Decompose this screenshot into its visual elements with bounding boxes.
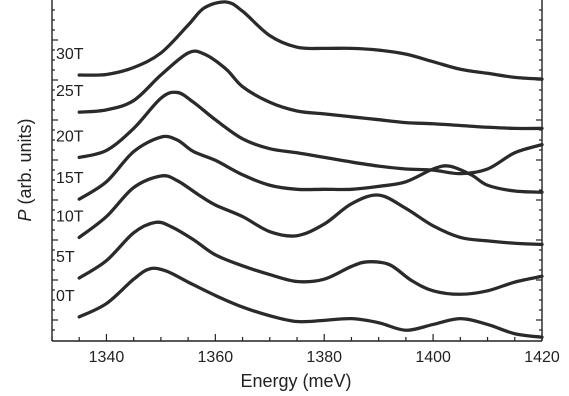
curve-label-15T: 15T xyxy=(56,170,84,187)
x-tick-label: 1380 xyxy=(306,349,342,366)
curve-label-30T: 30T xyxy=(56,46,84,63)
curve-label-10T: 10T xyxy=(56,208,84,225)
curve-label-20T: 20T xyxy=(56,128,84,145)
x-axis-title: Energy (meV) xyxy=(240,371,351,391)
curve-labels-layer: 0T 5T 10T 15T 20T 25T 30T xyxy=(56,46,84,305)
series-line-10T xyxy=(77,174,544,247)
series-line-30T xyxy=(77,0,544,81)
series-layer xyxy=(77,0,544,339)
y-axis-title-italic: P xyxy=(15,210,35,222)
curve-label-25T: 25T xyxy=(56,83,84,100)
plot-frame xyxy=(51,0,543,342)
x-tick-label: 1400 xyxy=(415,349,451,366)
series-line-5T xyxy=(77,220,544,296)
y-axis-title: P (arb. units) xyxy=(15,118,35,221)
y-axis-title-rest: (arb. units) xyxy=(15,118,35,209)
series-line-15T xyxy=(77,134,544,201)
x-tick-label: 1340 xyxy=(89,349,125,366)
series-line-25T xyxy=(77,49,544,131)
x-tick-label: 1360 xyxy=(198,349,234,366)
series-line-0T xyxy=(77,266,544,339)
curve-label-5T: 5T xyxy=(56,249,75,266)
x-tick-label: 1420 xyxy=(524,349,560,366)
series-line-20T xyxy=(77,90,544,176)
ticks-layer: 1340 1360 1380 1400 1420 xyxy=(51,9,560,366)
curve-label-0T: 0T xyxy=(56,288,75,305)
